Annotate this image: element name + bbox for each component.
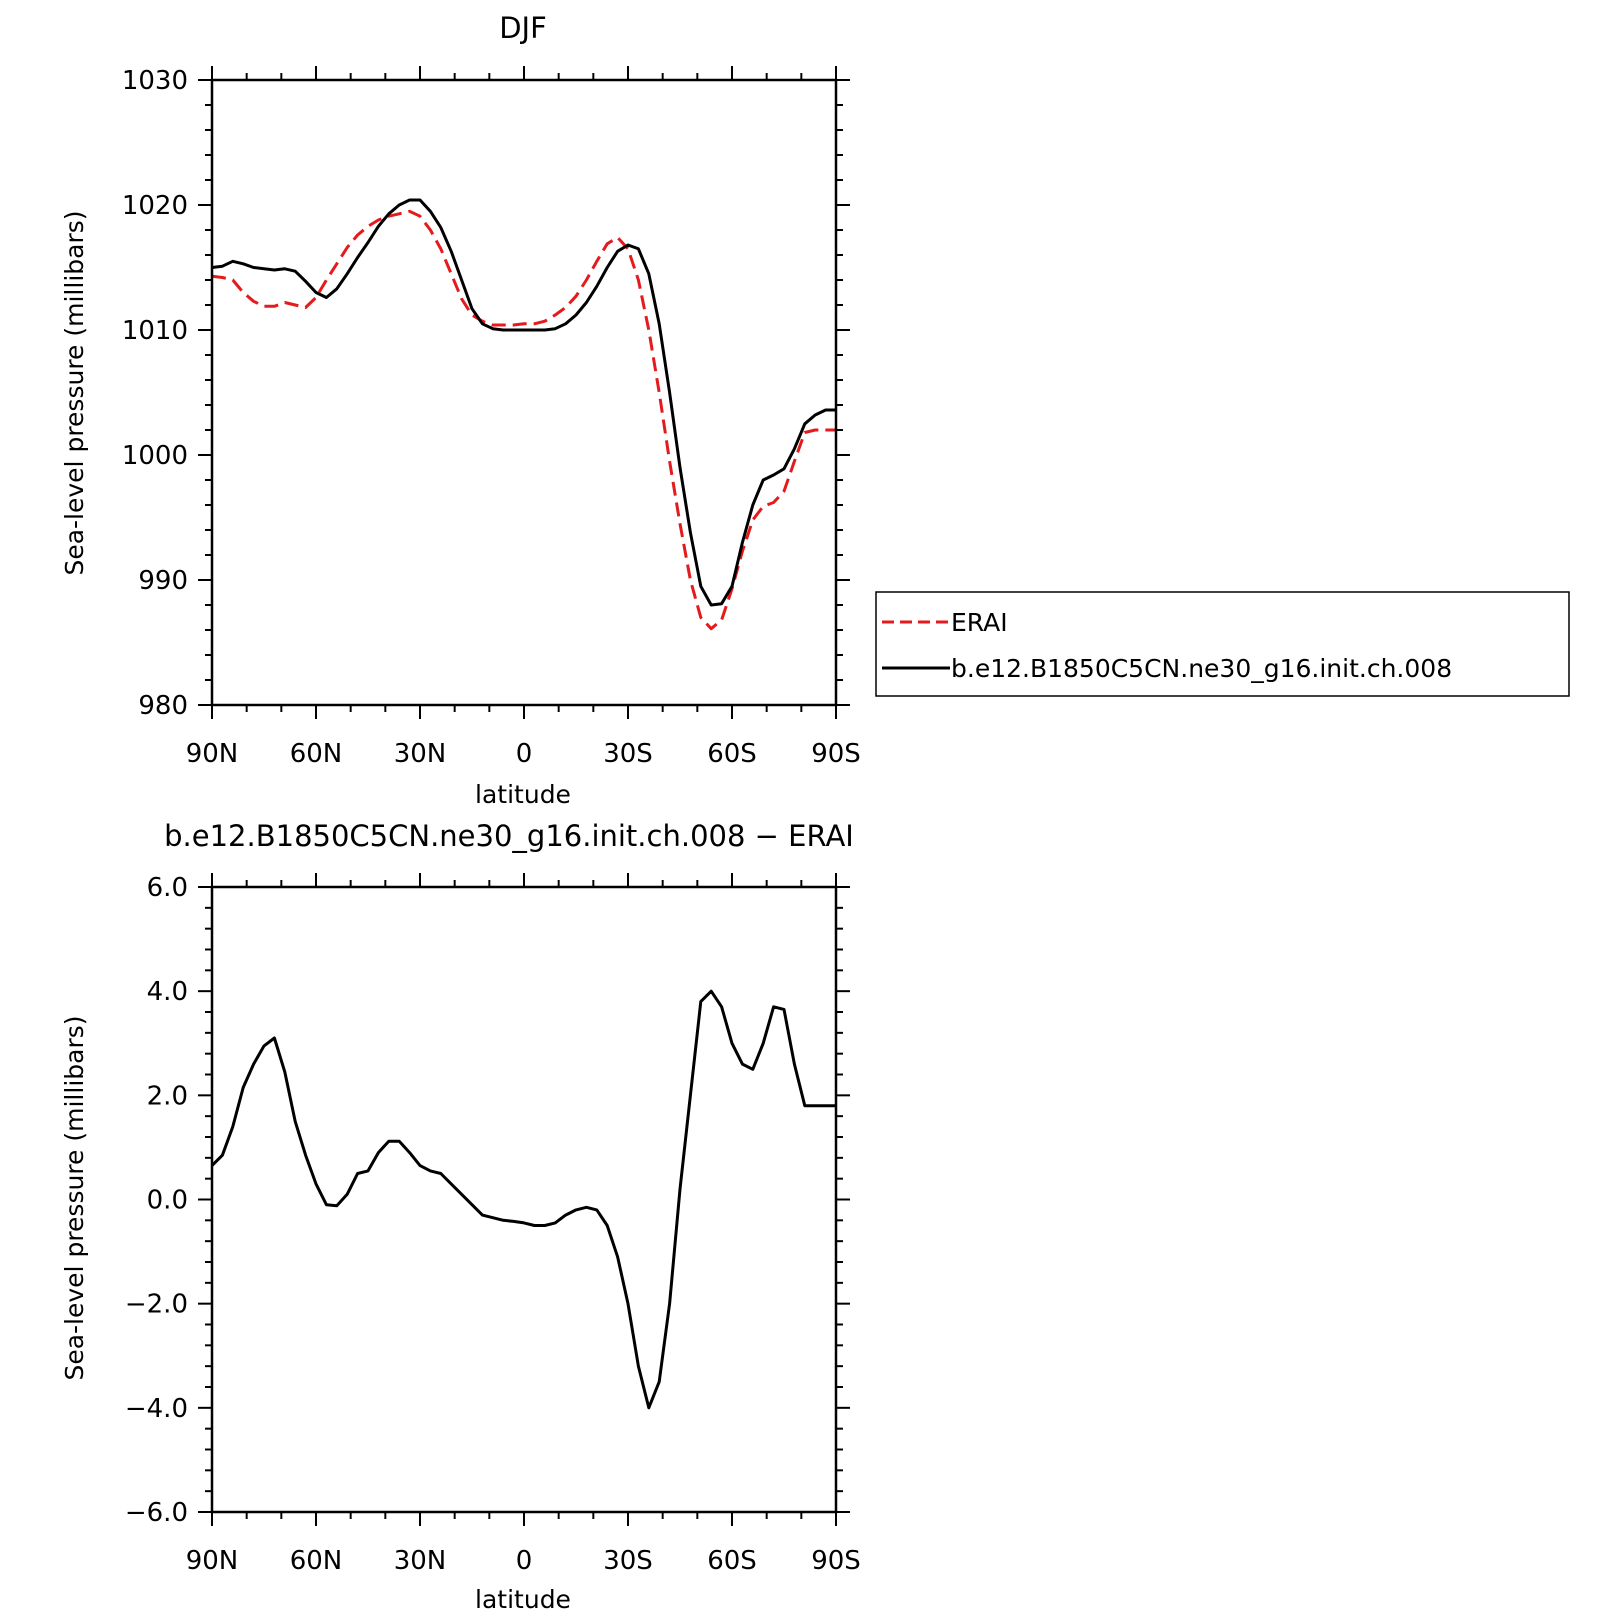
bottom-x-tick-label: 60S bbox=[707, 1546, 757, 1576]
top-x-tick-label: 30N bbox=[394, 739, 447, 769]
top-panel-title: DJF bbox=[499, 11, 547, 45]
legend-label-erai: ERAI bbox=[951, 608, 1008, 637]
top-series-line-0 bbox=[211, 209, 836, 631]
top-y-tick-label: 980 bbox=[138, 691, 188, 721]
bottom-x-tick-label: 60N bbox=[290, 1546, 343, 1576]
bottom-y-tick-label: 6.0 bbox=[147, 873, 188, 903]
top-panel-slp: DJF latitude Sea-level pressure (milliba… bbox=[60, 11, 861, 809]
bottom-y-tick-label: −4.0 bbox=[125, 1394, 188, 1424]
top-panel-xlabel: latitude bbox=[475, 780, 571, 809]
bottom-x-tick-label: 30N bbox=[394, 1546, 447, 1576]
top-x-tick-label: 90N bbox=[186, 739, 239, 769]
bottom-y-tick-label: 2.0 bbox=[147, 1081, 188, 1111]
bottom-x-tick-label: 0 bbox=[516, 1546, 533, 1576]
top-x-tick-label: 90S bbox=[811, 739, 861, 769]
top-panel-ylabel: Sea-level pressure (millibars) bbox=[60, 210, 89, 575]
top-x-tick-label: 60S bbox=[707, 739, 757, 769]
bottom-x-tick-label: 90N bbox=[186, 1546, 239, 1576]
top-plot-frame bbox=[210, 78, 838, 707]
top-x-tick-label: 0 bbox=[516, 739, 533, 769]
bottom-series-line-0 bbox=[210, 989, 836, 1410]
bottom-panel-ylabel: Sea-level pressure (millibars) bbox=[60, 1015, 89, 1380]
bottom-y-tick-label: −6.0 bbox=[125, 1498, 188, 1528]
bottom-panel-xlabel: latitude bbox=[475, 1585, 571, 1613]
legend-label-model: b.e12.B1850C5CN.ne30_g16.init.ch.008 bbox=[951, 654, 1452, 683]
top-y-tick-label: 1020 bbox=[122, 191, 188, 221]
legend: ERAI b.e12.B1850C5CN.ne30_g16.init.ch.00… bbox=[875, 591, 1570, 697]
bottom-y-tick-label: −2.0 bbox=[125, 1290, 188, 1320]
top-y-tick-label: 1030 bbox=[122, 66, 188, 96]
bottom-y-tick-label: 4.0 bbox=[147, 977, 188, 1007]
bottom-panel-difference: b.e12.B1850C5CN.ne30_g16.init.ch.008 − E… bbox=[60, 819, 861, 1613]
top-x-tick-label: 60N bbox=[290, 739, 343, 769]
legend-box bbox=[875, 591, 1570, 697]
bottom-y-tick-label: 0.0 bbox=[147, 1186, 188, 1216]
top-y-tick-label: 1010 bbox=[122, 316, 188, 346]
bottom-x-tick-label: 30S bbox=[603, 1546, 653, 1576]
bottom-x-tick-label: 90S bbox=[811, 1546, 861, 1576]
top-series-line-1 bbox=[211, 198, 836, 607]
top-y-tick-label: 990 bbox=[138, 566, 188, 596]
bottom-panel-title: b.e12.B1850C5CN.ne30_g16.init.ch.008 − E… bbox=[164, 819, 854, 853]
top-x-tick-label: 30S bbox=[603, 739, 653, 769]
top-y-tick-label: 1000 bbox=[122, 441, 188, 471]
bottom-plot-frame bbox=[210, 885, 838, 1514]
